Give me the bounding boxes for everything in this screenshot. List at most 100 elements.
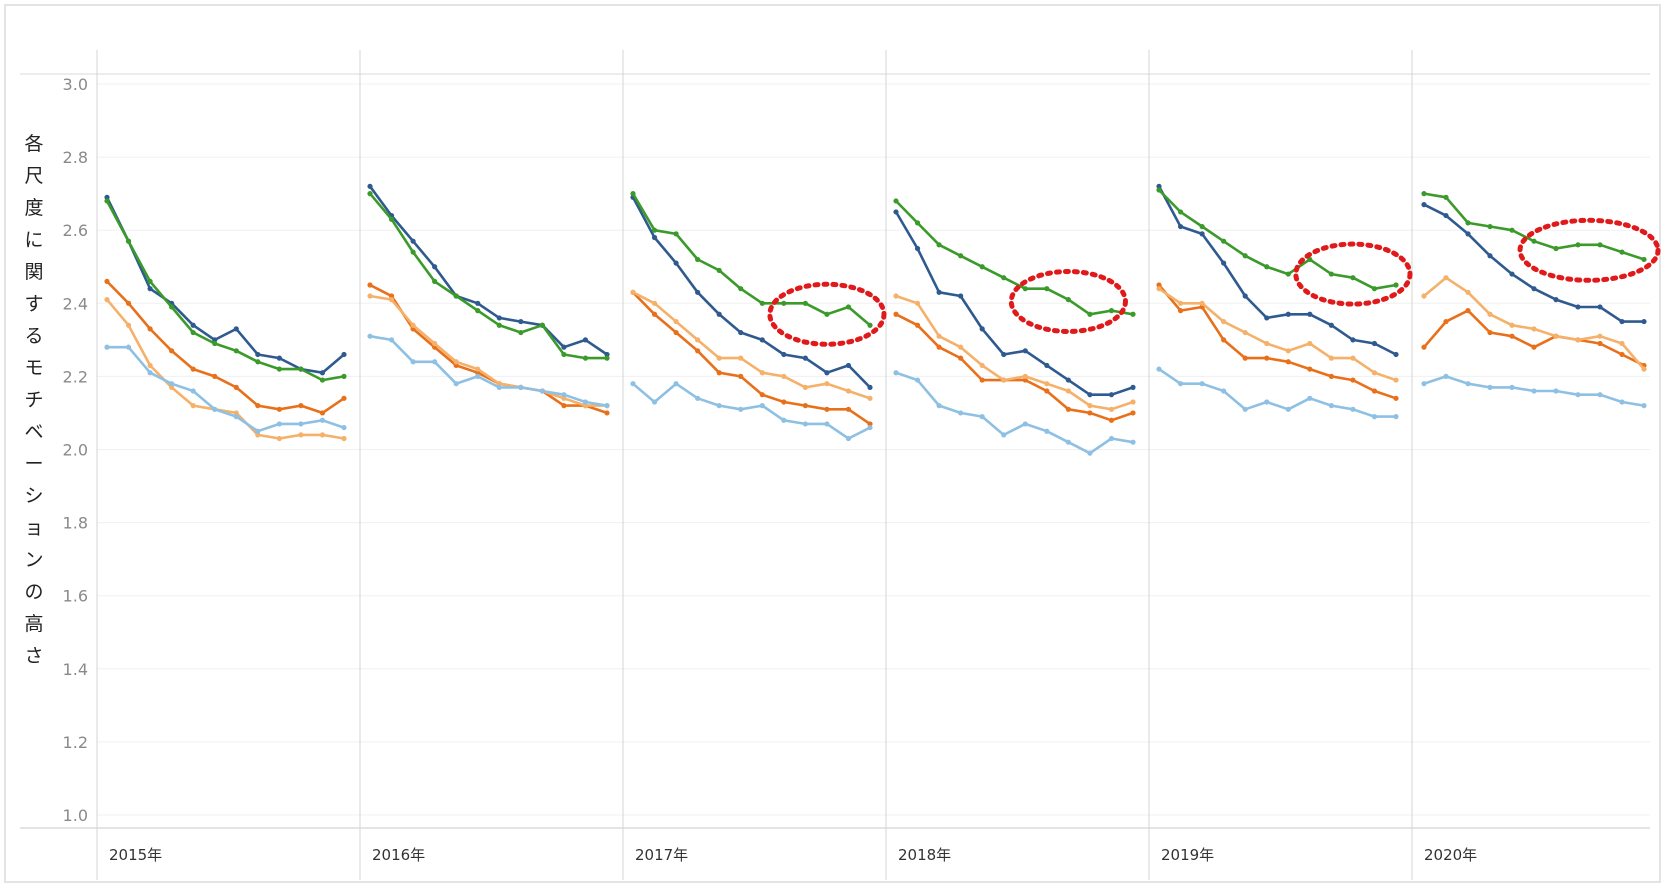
- data-point-light_blue: [824, 421, 830, 427]
- data-point-orange: [1065, 406, 1071, 412]
- data-point-light_blue: [453, 381, 459, 387]
- y-tick-label: 1.2: [63, 733, 88, 752]
- y-axis-label-char: ョ: [24, 517, 44, 539]
- data-point-dark_blue: [1328, 322, 1334, 328]
- data-point-dark_blue: [1130, 384, 1136, 390]
- data-point-orange: [367, 282, 373, 288]
- data-point-light_orange: [845, 388, 852, 394]
- data-point-orange: [716, 370, 722, 376]
- data-point-light_orange: [1328, 355, 1334, 361]
- data-point-light_orange: [367, 293, 373, 299]
- data-point-light_blue: [341, 424, 347, 431]
- y-axis-label-char: チ: [24, 389, 44, 411]
- data-point-dark_blue: [759, 337, 765, 343]
- data-point-orange: [673, 329, 679, 336]
- data-point-orange: [453, 362, 459, 369]
- data-point-light_orange: [1242, 329, 1248, 336]
- data-point-light_orange: [1130, 399, 1136, 405]
- data-point-dark_blue: [1001, 351, 1007, 358]
- data-point-light_blue: [1199, 381, 1205, 387]
- data-point-light_blue: [169, 381, 175, 387]
- data-point-light_orange: [1264, 340, 1270, 347]
- data-point-light_blue: [319, 417, 326, 423]
- data-point-light_orange: [867, 395, 873, 401]
- y-tick-label: 2.4: [63, 294, 88, 313]
- data-point-orange: [979, 377, 985, 383]
- data-point-light_orange: [1465, 289, 1471, 295]
- data-point-green: [1350, 275, 1356, 281]
- data-point-green: [1421, 191, 1427, 197]
- data-point-green: [410, 249, 416, 255]
- data-point-dark_blue: [582, 337, 589, 343]
- data-point-light_orange: [432, 340, 438, 347]
- series-line-orange: [1422, 309, 1646, 367]
- data-point-light_blue: [255, 428, 261, 434]
- data-point-dark_blue: [1285, 311, 1291, 317]
- data-point-dark_blue: [1177, 223, 1184, 230]
- data-point-light_orange: [759, 370, 765, 376]
- data-point-green: [169, 304, 175, 310]
- data-point-green: [1371, 286, 1378, 292]
- highlight-ellipse: [767, 281, 887, 347]
- data-point-green: [1087, 311, 1093, 317]
- data-point-light_orange: [298, 432, 304, 438]
- data-point-orange: [1087, 410, 1093, 416]
- data-point-light_orange: [824, 381, 830, 387]
- data-point-green: [1065, 297, 1071, 303]
- series-line-light_orange: [894, 294, 1135, 411]
- y-axis-label-char: ベ: [24, 421, 44, 443]
- data-point-green: [341, 373, 347, 379]
- data-point-light_blue: [1130, 439, 1136, 445]
- chart-frame: [4, 4, 1661, 883]
- data-point-green: [630, 191, 636, 197]
- data-point-dark_blue: [738, 329, 744, 336]
- data-point-orange: [604, 410, 610, 416]
- data-point-green: [1285, 271, 1291, 277]
- data-point-orange: [1487, 329, 1493, 336]
- data-point-light_orange: [695, 337, 701, 343]
- data-point-dark_blue: [367, 183, 373, 189]
- data-point-green: [1199, 223, 1205, 230]
- data-point-light_orange: [1371, 370, 1378, 376]
- data-point-dark_blue: [845, 362, 852, 369]
- data-point-dark_blue: [1597, 304, 1603, 310]
- y-axis-label-char: ー: [24, 453, 44, 475]
- data-point-light_orange: [1307, 340, 1313, 347]
- data-point-orange: [695, 348, 701, 354]
- y-axis-label-char: 各: [24, 133, 44, 155]
- data-point-light_orange: [388, 297, 395, 303]
- data-point-green: [104, 198, 110, 204]
- y-axis-label-char: に: [24, 229, 44, 251]
- data-point-orange: [845, 406, 852, 412]
- data-point-green: [1531, 238, 1537, 244]
- data-point-light_blue: [1264, 399, 1270, 405]
- data-point-green: [1575, 242, 1581, 248]
- data-point-light_blue: [1465, 381, 1471, 387]
- data-point-orange: [233, 384, 239, 390]
- y-tick-label: 1.6: [63, 587, 88, 606]
- data-point-green: [255, 359, 261, 365]
- data-point-green: [1597, 242, 1603, 248]
- data-point-light_blue: [518, 384, 524, 390]
- data-point-orange: [104, 278, 110, 284]
- data-point-orange: [1177, 308, 1184, 314]
- data-point-dark_blue: [1465, 231, 1471, 237]
- data-point-light_orange: [190, 403, 196, 409]
- data-point-light_orange: [936, 333, 942, 339]
- y-axis-label-char: 尺: [24, 165, 44, 187]
- data-point-light_orange: [979, 362, 985, 369]
- data-point-light_orange: [1509, 322, 1515, 328]
- data-point-dark_blue: [319, 370, 326, 376]
- data-point-light_orange: [781, 373, 787, 379]
- data-point-green: [893, 198, 899, 204]
- data-point-green: [1465, 220, 1471, 226]
- data-point-dark_blue: [276, 355, 282, 361]
- data-point-dark_blue: [1487, 253, 1493, 259]
- data-point-light_blue: [233, 414, 239, 420]
- data-point-light_blue: [604, 403, 610, 409]
- data-point-light_blue: [1001, 432, 1007, 438]
- data-point-light_orange: [1443, 275, 1449, 281]
- data-point-orange: [341, 395, 347, 401]
- data-point-dark_blue: [781, 351, 787, 358]
